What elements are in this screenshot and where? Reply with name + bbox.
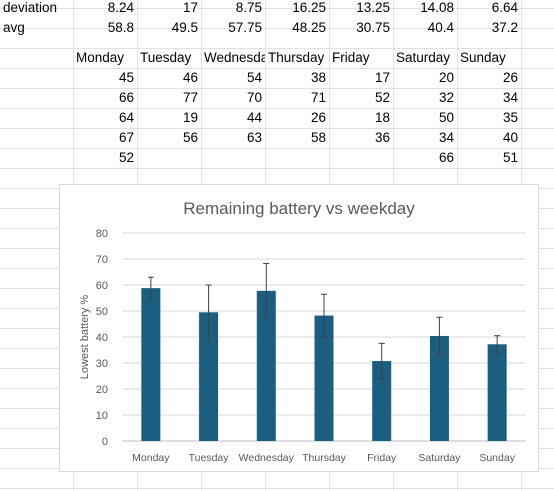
bar [199, 312, 219, 441]
data-cell[interactable]: 64 [118, 110, 134, 125]
data-cell[interactable]: 77 [182, 90, 198, 105]
y-tick-label: 40 [96, 332, 108, 344]
data-cell[interactable]: 26 [310, 110, 326, 125]
data-cell[interactable]: 49.5 [171, 20, 198, 35]
column-header-cell[interactable]: Thursday [268, 50, 325, 65]
column-header-cell[interactable]: Sunday [460, 50, 506, 65]
bar [372, 361, 392, 441]
x-tick-label: Monday [132, 452, 170, 464]
bar [429, 335, 449, 441]
grid-row-line [0, 28, 554, 29]
bar [314, 315, 334, 441]
data-cell[interactable]: 17 [374, 70, 390, 85]
grid-row-line [0, 48, 554, 49]
bar [487, 344, 507, 441]
column-header-cell[interactable]: Saturday [396, 50, 451, 65]
y-tick-label: 50 [96, 306, 108, 318]
data-cell[interactable]: 70 [246, 90, 262, 105]
column-header-cell[interactable]: Friday [332, 50, 370, 65]
data-cell[interactable]: 8.24 [107, 0, 134, 15]
bar [141, 288, 161, 441]
data-cell[interactable]: 56 [182, 130, 198, 145]
data-cell[interactable]: 8.75 [235, 0, 262, 15]
y-tick-label: 10 [96, 410, 108, 422]
data-cell[interactable]: 57.75 [228, 20, 262, 35]
data-cell[interactable]: 36 [374, 130, 390, 145]
data-cell[interactable]: 71 [310, 90, 326, 105]
data-cell[interactable]: 40 [502, 130, 518, 145]
data-cell[interactable]: 67 [118, 130, 134, 145]
data-cell[interactable]: 66 [438, 150, 454, 165]
y-tick-label: 80 [96, 228, 108, 240]
grid-row-line [0, 488, 554, 489]
data-cell[interactable]: 34 [502, 90, 518, 105]
y-tick-label: 20 [96, 384, 108, 396]
data-cell[interactable]: 34 [438, 130, 454, 145]
grid-row-line [0, 128, 554, 129]
data-cell[interactable]: 38 [310, 70, 326, 85]
data-cell[interactable]: 30.75 [356, 20, 390, 35]
y-axis-title: Lowest battery % [79, 295, 91, 380]
column-header-cell[interactable]: Monday [76, 50, 125, 65]
data-cell[interactable]: 13.25 [356, 0, 390, 15]
data-cell[interactable]: 18 [374, 110, 390, 125]
row-label-cell[interactable]: avg [3, 20, 25, 35]
x-tick-label: Sunday [479, 452, 515, 464]
data-cell[interactable]: 51 [502, 150, 518, 165]
grid-row-line [0, 108, 554, 109]
data-cell[interactable]: 45 [118, 70, 134, 85]
data-cell[interactable]: 66 [118, 90, 134, 105]
x-tick-label: Thursday [302, 452, 347, 464]
data-cell[interactable] [329, 148, 393, 168]
data-cell[interactable]: 48.25 [292, 20, 326, 35]
x-tick-label: Wednesday [239, 452, 295, 464]
y-tick-label: 70 [96, 254, 108, 266]
data-cell[interactable]: 54 [246, 70, 262, 85]
column-header-cell[interactable]: Tuesday [140, 50, 192, 65]
y-tick-label: 0 [102, 436, 108, 448]
data-cell[interactable]: 32 [438, 90, 454, 105]
row-label-cell[interactable]: deviation [3, 0, 58, 15]
data-cell[interactable]: 14.08 [420, 0, 454, 15]
data-cell[interactable]: 52 [374, 90, 390, 105]
data-cell[interactable]: 50 [438, 110, 454, 125]
chart-title: Remaining battery vs weekday [183, 199, 415, 218]
data-cell[interactable]: 16.25 [292, 0, 326, 15]
x-tick-label: Friday [367, 452, 397, 464]
data-cell[interactable]: 26 [502, 70, 518, 85]
data-cell[interactable]: 20 [438, 70, 454, 85]
data-cell[interactable]: 44 [246, 110, 262, 125]
x-tick-label: Saturday [418, 452, 461, 464]
data-cell[interactable]: 58 [310, 130, 326, 145]
grid-row-line [0, 148, 554, 149]
data-cell[interactable] [265, 148, 329, 168]
chart[interactable]: Remaining battery vs weekday 0 10 20 30 40 50… [59, 184, 539, 472]
bar [256, 290, 276, 441]
x-tick-label: Tuesday [189, 452, 230, 464]
chart-plot: 0 10 20 30 40 50 60 70 80 Lowest battery % Monday T… [79, 228, 526, 464]
data-cell[interactable]: 6.64 [491, 0, 518, 15]
column-header-cell[interactable]: Wednesday [204, 50, 265, 65]
grid-row-line [0, 88, 554, 89]
data-cell[interactable]: 17 [182, 0, 198, 15]
grid-row-line [0, 8, 554, 9]
data-cell[interactable]: 46 [182, 70, 198, 85]
y-tick-label: 30 [96, 358, 108, 370]
data-cell[interactable]: 19 [182, 110, 198, 125]
data-cell[interactable] [201, 148, 265, 168]
grid-row-line [0, 68, 554, 69]
y-tick-label: 60 [96, 280, 108, 292]
data-cell[interactable]: 40.4 [427, 20, 454, 35]
data-cell[interactable]: 35 [502, 110, 518, 125]
grid-row-line [0, 168, 554, 169]
data-cell[interactable] [137, 148, 201, 168]
data-cell[interactable]: 63 [246, 130, 262, 145]
data-cell[interactable]: 37.2 [491, 20, 518, 35]
data-cell[interactable]: 58.8 [107, 20, 134, 35]
data-cell[interactable]: 52 [118, 150, 134, 165]
